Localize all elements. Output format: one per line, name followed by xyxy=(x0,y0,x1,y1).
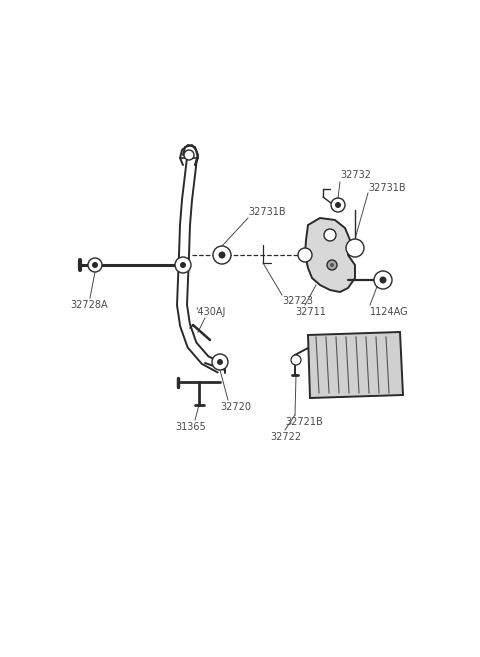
Circle shape xyxy=(380,277,386,284)
Circle shape xyxy=(213,246,231,264)
Text: 32711: 32711 xyxy=(295,307,326,317)
Text: 32731B: 32731B xyxy=(368,183,406,193)
Circle shape xyxy=(335,202,341,208)
Circle shape xyxy=(175,257,191,273)
Text: 1124AG: 1124AG xyxy=(370,307,408,317)
Circle shape xyxy=(88,258,102,272)
Text: 32721B: 32721B xyxy=(285,417,323,427)
Text: '430AJ: '430AJ xyxy=(195,307,226,317)
Circle shape xyxy=(218,252,226,258)
Circle shape xyxy=(298,248,312,262)
Circle shape xyxy=(92,262,98,268)
Circle shape xyxy=(180,262,186,268)
Text: 32722: 32722 xyxy=(270,432,301,442)
Text: 32732: 32732 xyxy=(340,170,371,180)
Circle shape xyxy=(330,263,334,267)
Text: 32728A: 32728A xyxy=(70,300,108,310)
Polygon shape xyxy=(305,218,355,292)
Circle shape xyxy=(291,355,301,365)
Text: 32731B: 32731B xyxy=(248,207,286,217)
Circle shape xyxy=(217,359,223,365)
Circle shape xyxy=(184,150,194,160)
Circle shape xyxy=(374,271,392,289)
Circle shape xyxy=(346,239,364,257)
Text: 32720: 32720 xyxy=(220,402,251,412)
Circle shape xyxy=(327,260,337,270)
Circle shape xyxy=(331,198,345,212)
Text: 31365: 31365 xyxy=(175,422,206,432)
Circle shape xyxy=(212,354,228,370)
Circle shape xyxy=(324,229,336,241)
Polygon shape xyxy=(308,332,403,398)
Text: 32723: 32723 xyxy=(282,296,313,306)
